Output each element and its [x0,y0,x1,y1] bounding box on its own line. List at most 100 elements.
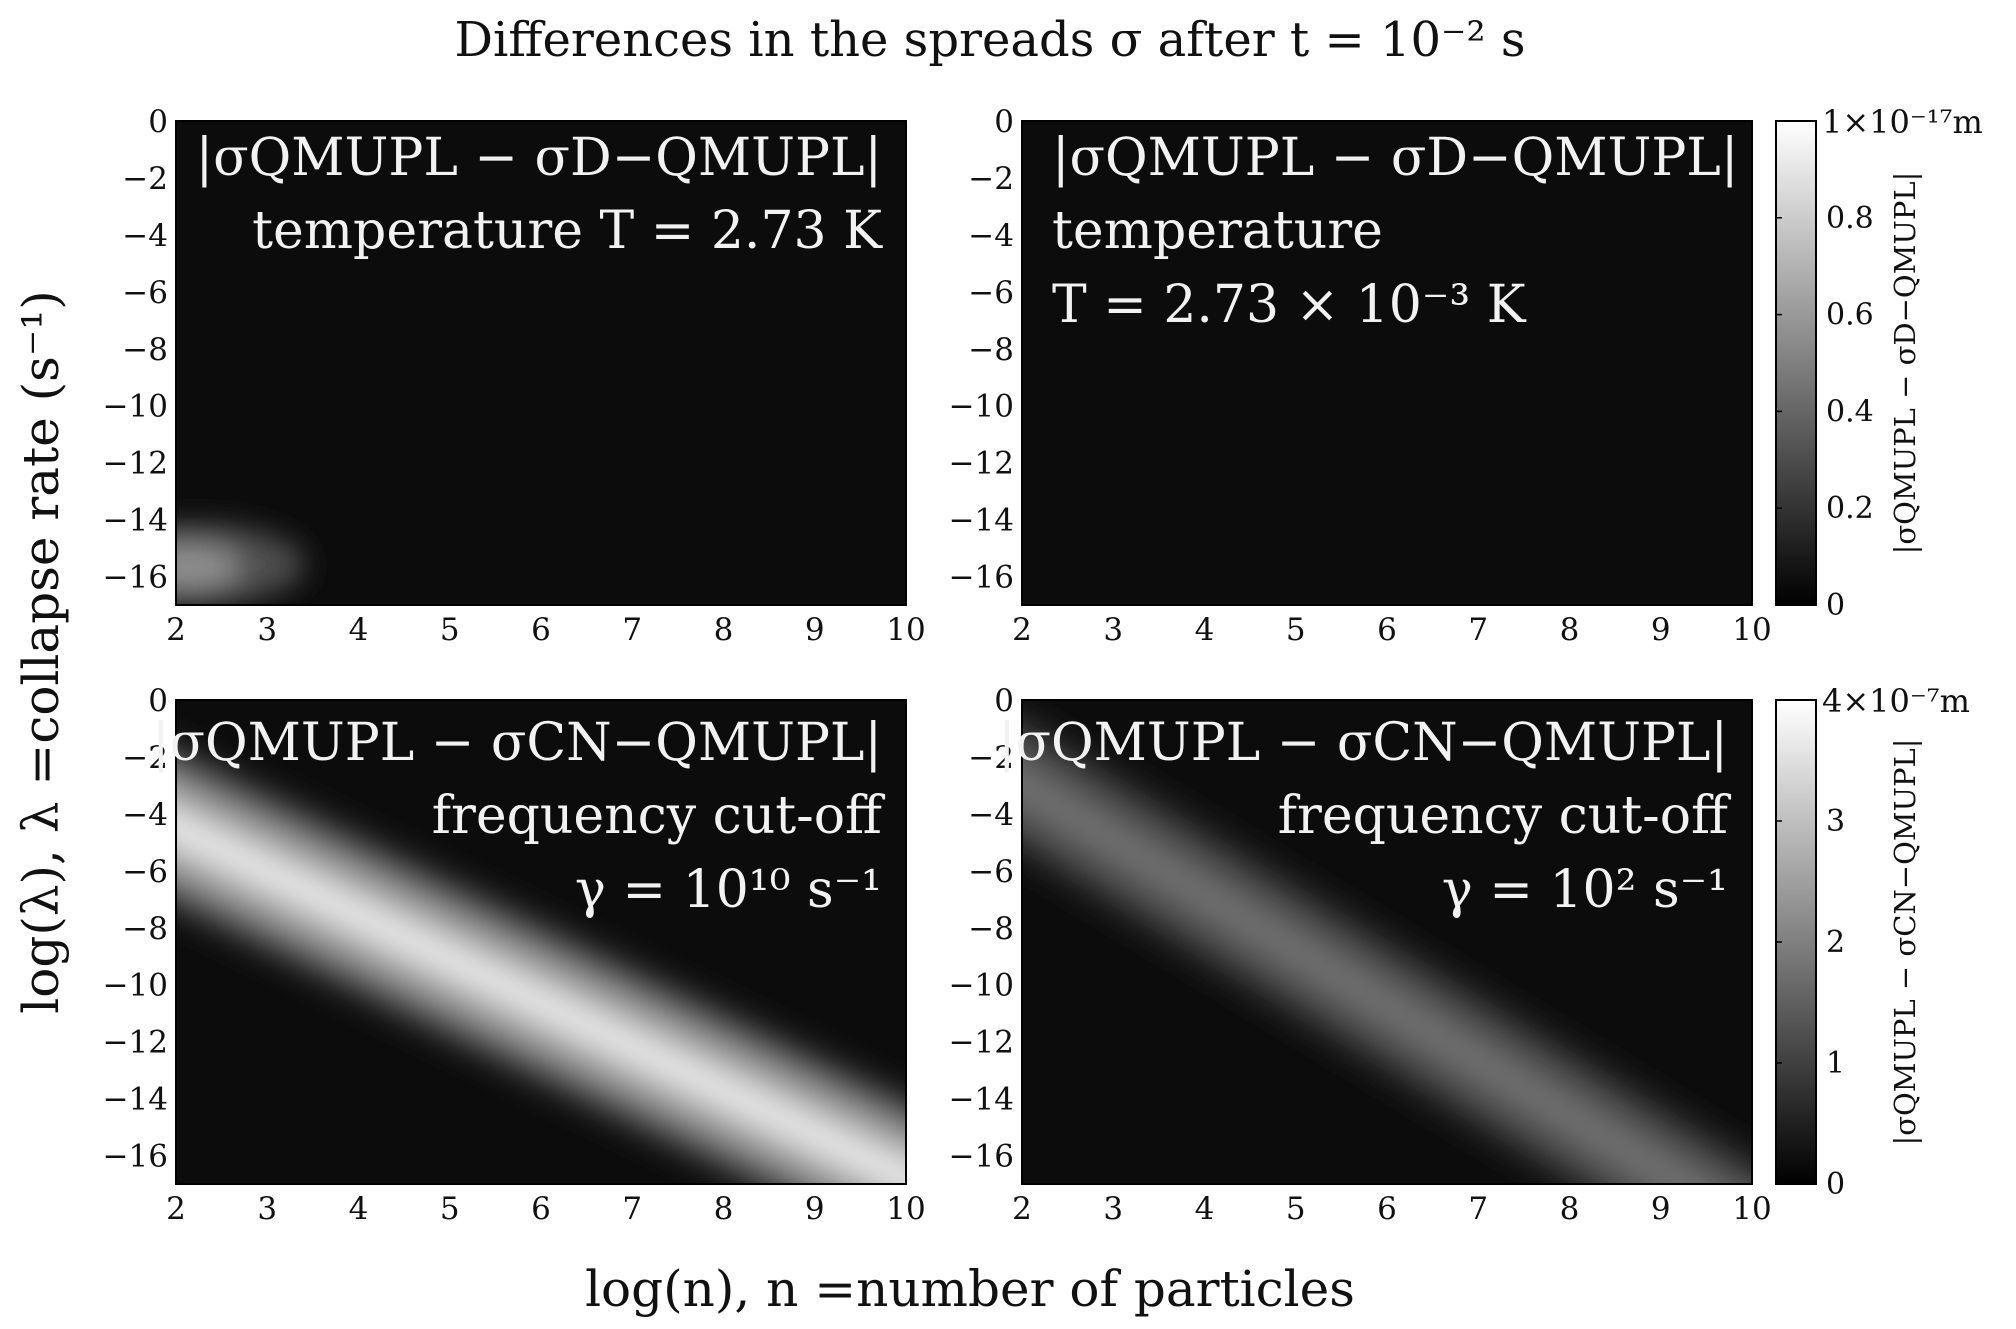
colorbars: 0 0.2 0.4 0.6 0.8 1×10⁻¹⁷m |σQMUPL − σD−QMUPL|… [1775,103,1983,1202]
x-tick-label: 5 [1286,612,1306,648]
y-tick-label: −14 [949,503,1014,539]
heat-layer [176,523,305,605]
x-tick-labels: 2 3 4 5 6 7 8 9 10 [166,1191,926,1227]
panel-annotation: |σQMUPL − σD−QMUPL| temperature T = 2.73 … [196,128,884,261]
colorbar-max-label: 4×10⁻⁷m [1822,682,1970,720]
y-tick-label: −4 [968,218,1014,254]
x-tick-label: 9 [1651,612,1671,648]
y-tick-label: 0 [994,104,1014,140]
x-tick-label: 6 [531,612,551,648]
x-tick-label: 9 [1651,1191,1671,1227]
panel-top-right: 2 3 4 5 6 7 8 9 10 0 −2 −4 −6 −8 −10 −12 −14 −16 |σQMUPL −… [949,104,1772,648]
y-tick-label: −16 [103,1139,168,1175]
y-tick-labels: 0 −2 −4 −6 −8 −10 −12 −14 −16 [949,104,1014,596]
x-tick-label: 9 [805,1191,825,1227]
y-axis-label: log(λ), λ =collapse rate (s⁻¹) [12,290,70,1014]
y-tick-label: −2 [122,161,168,197]
y-tick-label: −12 [949,446,1014,482]
x-tick-label: 8 [714,1191,734,1227]
panel-frame [1021,120,1753,606]
annotation-line: frequency cut-off [432,786,886,846]
x-tick-label: 9 [805,612,825,648]
y-tick-label: −12 [103,1025,168,1061]
y-tick-label: −8 [968,332,1014,368]
x-axis-label: log(n), n =number of particles [585,1260,1355,1318]
x-tick-label: 10 [886,1191,925,1227]
colorbar-tick-label: 3 [1826,804,1845,839]
heat-band-core [1022,762,1719,1184]
y-tick-label: −6 [122,854,168,890]
panel-annotation: |σQMUPL − σCN−QMUPL| frequency cut-off γ =… [998,713,1732,920]
y-tick-label: −6 [122,275,168,311]
y-tick-label: −16 [103,560,168,596]
y-tick-label: −8 [122,332,168,368]
panel-frame [1021,699,1753,1185]
colorbar-tick-label: 0 [1826,588,1845,623]
panel-frame [175,120,907,606]
colorbar-label: |σQMUPL − σD−QMUPL| [1888,172,1922,555]
x-tick-label: 4 [349,612,369,648]
colorbar-top: 0 0.2 0.4 0.6 0.8 1×10⁻¹⁷m |σQMUPL − σD−QMUPL| [1775,103,1983,623]
y-tick-labels: 0 −2 −4 −6 −8 −10 −12 −14 −16 [103,104,168,596]
x-tick-label: 7 [622,612,642,648]
colorbar-tick-label: 0.6 [1826,298,1874,333]
heat-layer [176,757,906,1184]
x-tick-label: 10 [1732,1191,1771,1227]
y-tick-label: −10 [103,968,168,1004]
y-tick-label: −4 [122,797,168,833]
annotation-line: |σQMUPL − σD−QMUPL| [1052,128,1738,188]
annotation-line: |σQMUPL − σCN−QMUPL| [998,713,1728,773]
x-tick-label: 10 [886,612,925,648]
x-tick-label: 7 [1468,612,1488,648]
y-tick-label: −12 [103,446,168,482]
y-tick-label: −6 [968,275,1014,311]
x-tick-label: 2 [166,1191,186,1227]
y-tick-label: 0 [148,683,168,719]
colorbar-tick-label: 1 [1826,1046,1845,1081]
panels: 2 3 4 5 6 7 8 9 10 0 −2 −4 −6 −8 −10 −12 −14 −16 |σQMUPL −… [103,104,1772,1227]
x-tick-labels: 2 3 4 5 6 7 8 9 10 [1012,612,1772,648]
x-tick-label: 5 [440,1191,460,1227]
y-tick-label: −16 [949,560,1014,596]
x-tick-label: 10 [1732,612,1771,648]
panel-bottom-left: 2 3 4 5 6 7 8 9 10 0 −2 −4 −6 −8 −10 −12 −14 −16 |σQMUPL −… [103,683,926,1227]
annotation-line: temperature T = 2.73 K [252,201,883,261]
x-tick-label: 8 [714,612,734,648]
y-tick-label: −12 [949,1025,1014,1061]
y-tick-label: −10 [949,389,1014,425]
panel-annotation: |σQMUPL − σD−QMUPL| temperature T = 2.73 ×… [1052,128,1738,335]
annotation-line: temperature [1052,201,1383,261]
annotation-line: T = 2.73 × 10⁻³ K [1052,275,1527,335]
colorbar-tick-label: 2 [1826,925,1845,960]
x-tick-labels: 2 3 4 5 6 7 8 9 10 [1012,1191,1772,1227]
y-tick-label: −2 [122,740,168,776]
heat-layer [1022,723,1752,1184]
y-tick-label: −16 [949,1139,1014,1175]
y-tick-labels: 0 −2 −4 −6 −8 −10 −12 −14 −16 [103,683,168,1175]
annotation-line: γ = 10² s⁻¹ [1442,860,1728,920]
x-tick-label: 8 [1560,612,1580,648]
x-tick-label: 5 [1286,1191,1306,1227]
y-tick-label: −10 [949,968,1014,1004]
x-tick-label: 3 [1103,612,1123,648]
y-tick-label: −10 [103,389,168,425]
panel-frame [175,699,907,1185]
x-tick-label: 4 [349,1191,369,1227]
y-tick-label: −6 [968,854,1014,890]
x-tick-label: 6 [531,1191,551,1227]
y-tick-label: −4 [122,218,168,254]
colorbar-tick-label: 0.8 [1826,201,1874,236]
colorbar-tick-label: 0 [1826,1167,1845,1202]
y-tick-label: 0 [994,683,1014,719]
x-tick-label: 6 [1377,612,1397,648]
y-tick-label: −8 [968,911,1014,947]
y-tick-label: −2 [968,161,1014,197]
panel-top-left: 2 3 4 5 6 7 8 9 10 0 −2 −4 −6 −8 −10 −12 −14 −16 |σQMUPL −… [103,104,926,648]
annotation-line: |σQMUPL − σD−QMUPL| [196,128,882,188]
panel-annotation: |σQMUPL − σCN−QMUPL| frequency cut-off γ =… [152,713,886,920]
x-tick-label: 7 [622,1191,642,1227]
colorbar-gradient [1775,699,1817,1185]
heat-blob-core [176,542,244,591]
annotation-line: γ = 10¹⁰ s⁻¹ [575,860,882,920]
